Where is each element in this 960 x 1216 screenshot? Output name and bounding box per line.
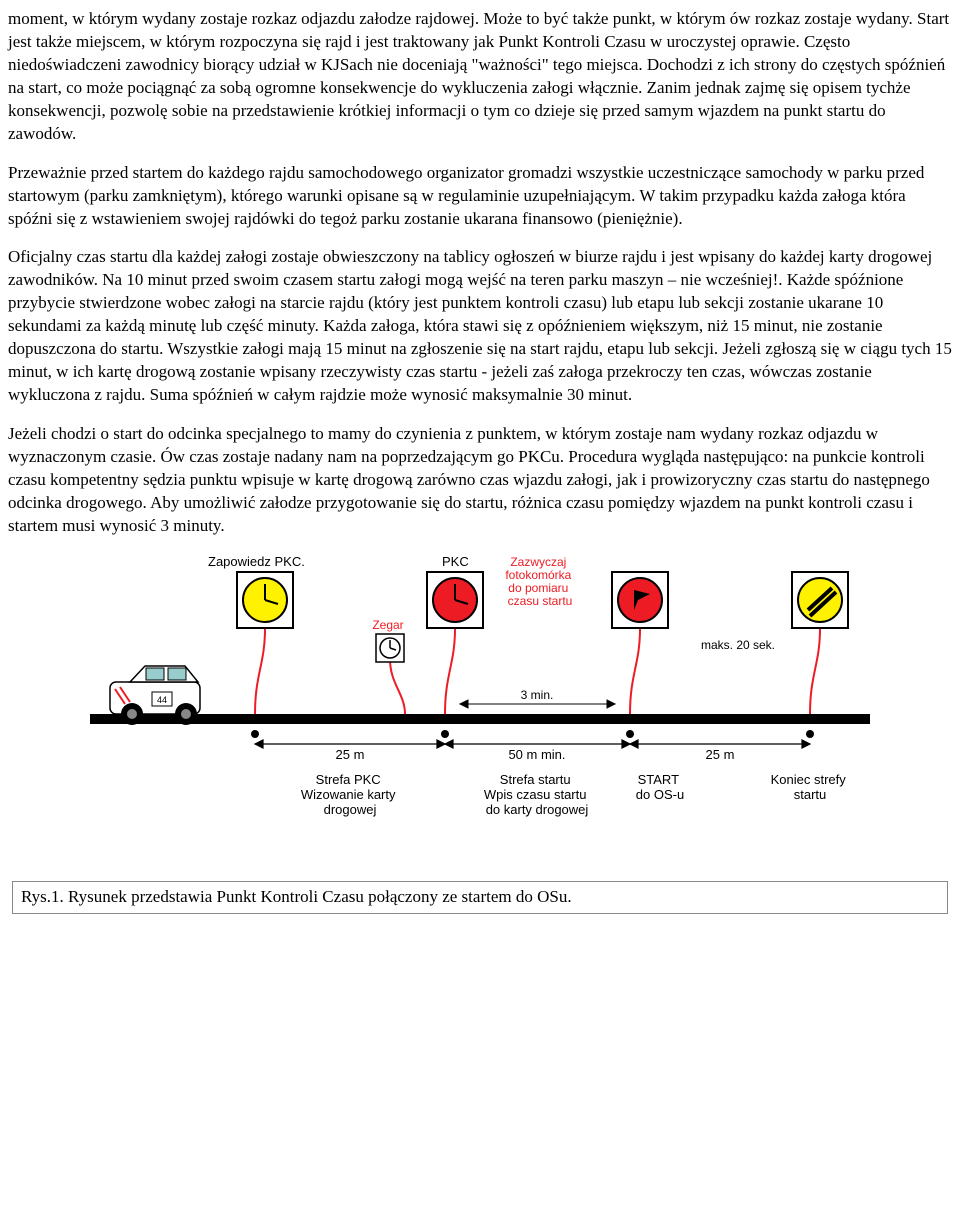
svg-text:PKC: PKC — [442, 554, 469, 569]
svg-text:3 min.: 3 min. — [521, 688, 554, 702]
svg-text:Zazwyczaj fotokomórka: Zazwyczaj fotokomórka do pomiaru czasu s… — [505, 555, 574, 608]
svg-text:Strefa startu Wpis czasu s: Strefa startu Wpis czasu startu do karty… — [484, 772, 590, 817]
paragraph-2: Przeważnie przed startem do każdego rajd… — [8, 162, 952, 231]
svg-text:Strefa PKC Wizowanie karty: Strefa PKC Wizowanie karty drogowej — [301, 772, 399, 817]
paragraph-1: moment, w którym wydany zostaje rozkaz o… — [8, 8, 952, 146]
svg-text:Zegar: Zegar — [372, 618, 403, 632]
pkc-diagram: 44 Zapowiedz PKC. PKC Zazwyczaj fotokomó… — [8, 554, 952, 851]
svg-text:25 m: 25 m — [336, 747, 365, 762]
figure-caption: Rys.1. Rysunek przedstawia Punkt Kontrol… — [12, 881, 948, 914]
paragraph-3: Oficjalny czas startu dla każdej załogi … — [8, 246, 952, 407]
svg-text:44: 44 — [157, 695, 167, 705]
svg-text:START do OS-u: START do OS-u — [636, 772, 684, 802]
svg-text:50 m min.: 50 m min. — [508, 747, 565, 762]
svg-text:Koniec strefy startu: Koniec strefy startu — [771, 772, 850, 802]
paragraph-4: Jeżeli chodzi o start do odcinka specjal… — [8, 423, 952, 538]
svg-text:25 m: 25 m — [706, 747, 735, 762]
svg-text:Zapowiedz PKC.: Zapowiedz PKC. — [208, 554, 305, 569]
svg-text:maks. 20 sek.: maks. 20 sek. — [701, 638, 775, 652]
pkc-diagram-svg: 44 Zapowiedz PKC. PKC Zazwyczaj fotokomó… — [90, 554, 870, 844]
